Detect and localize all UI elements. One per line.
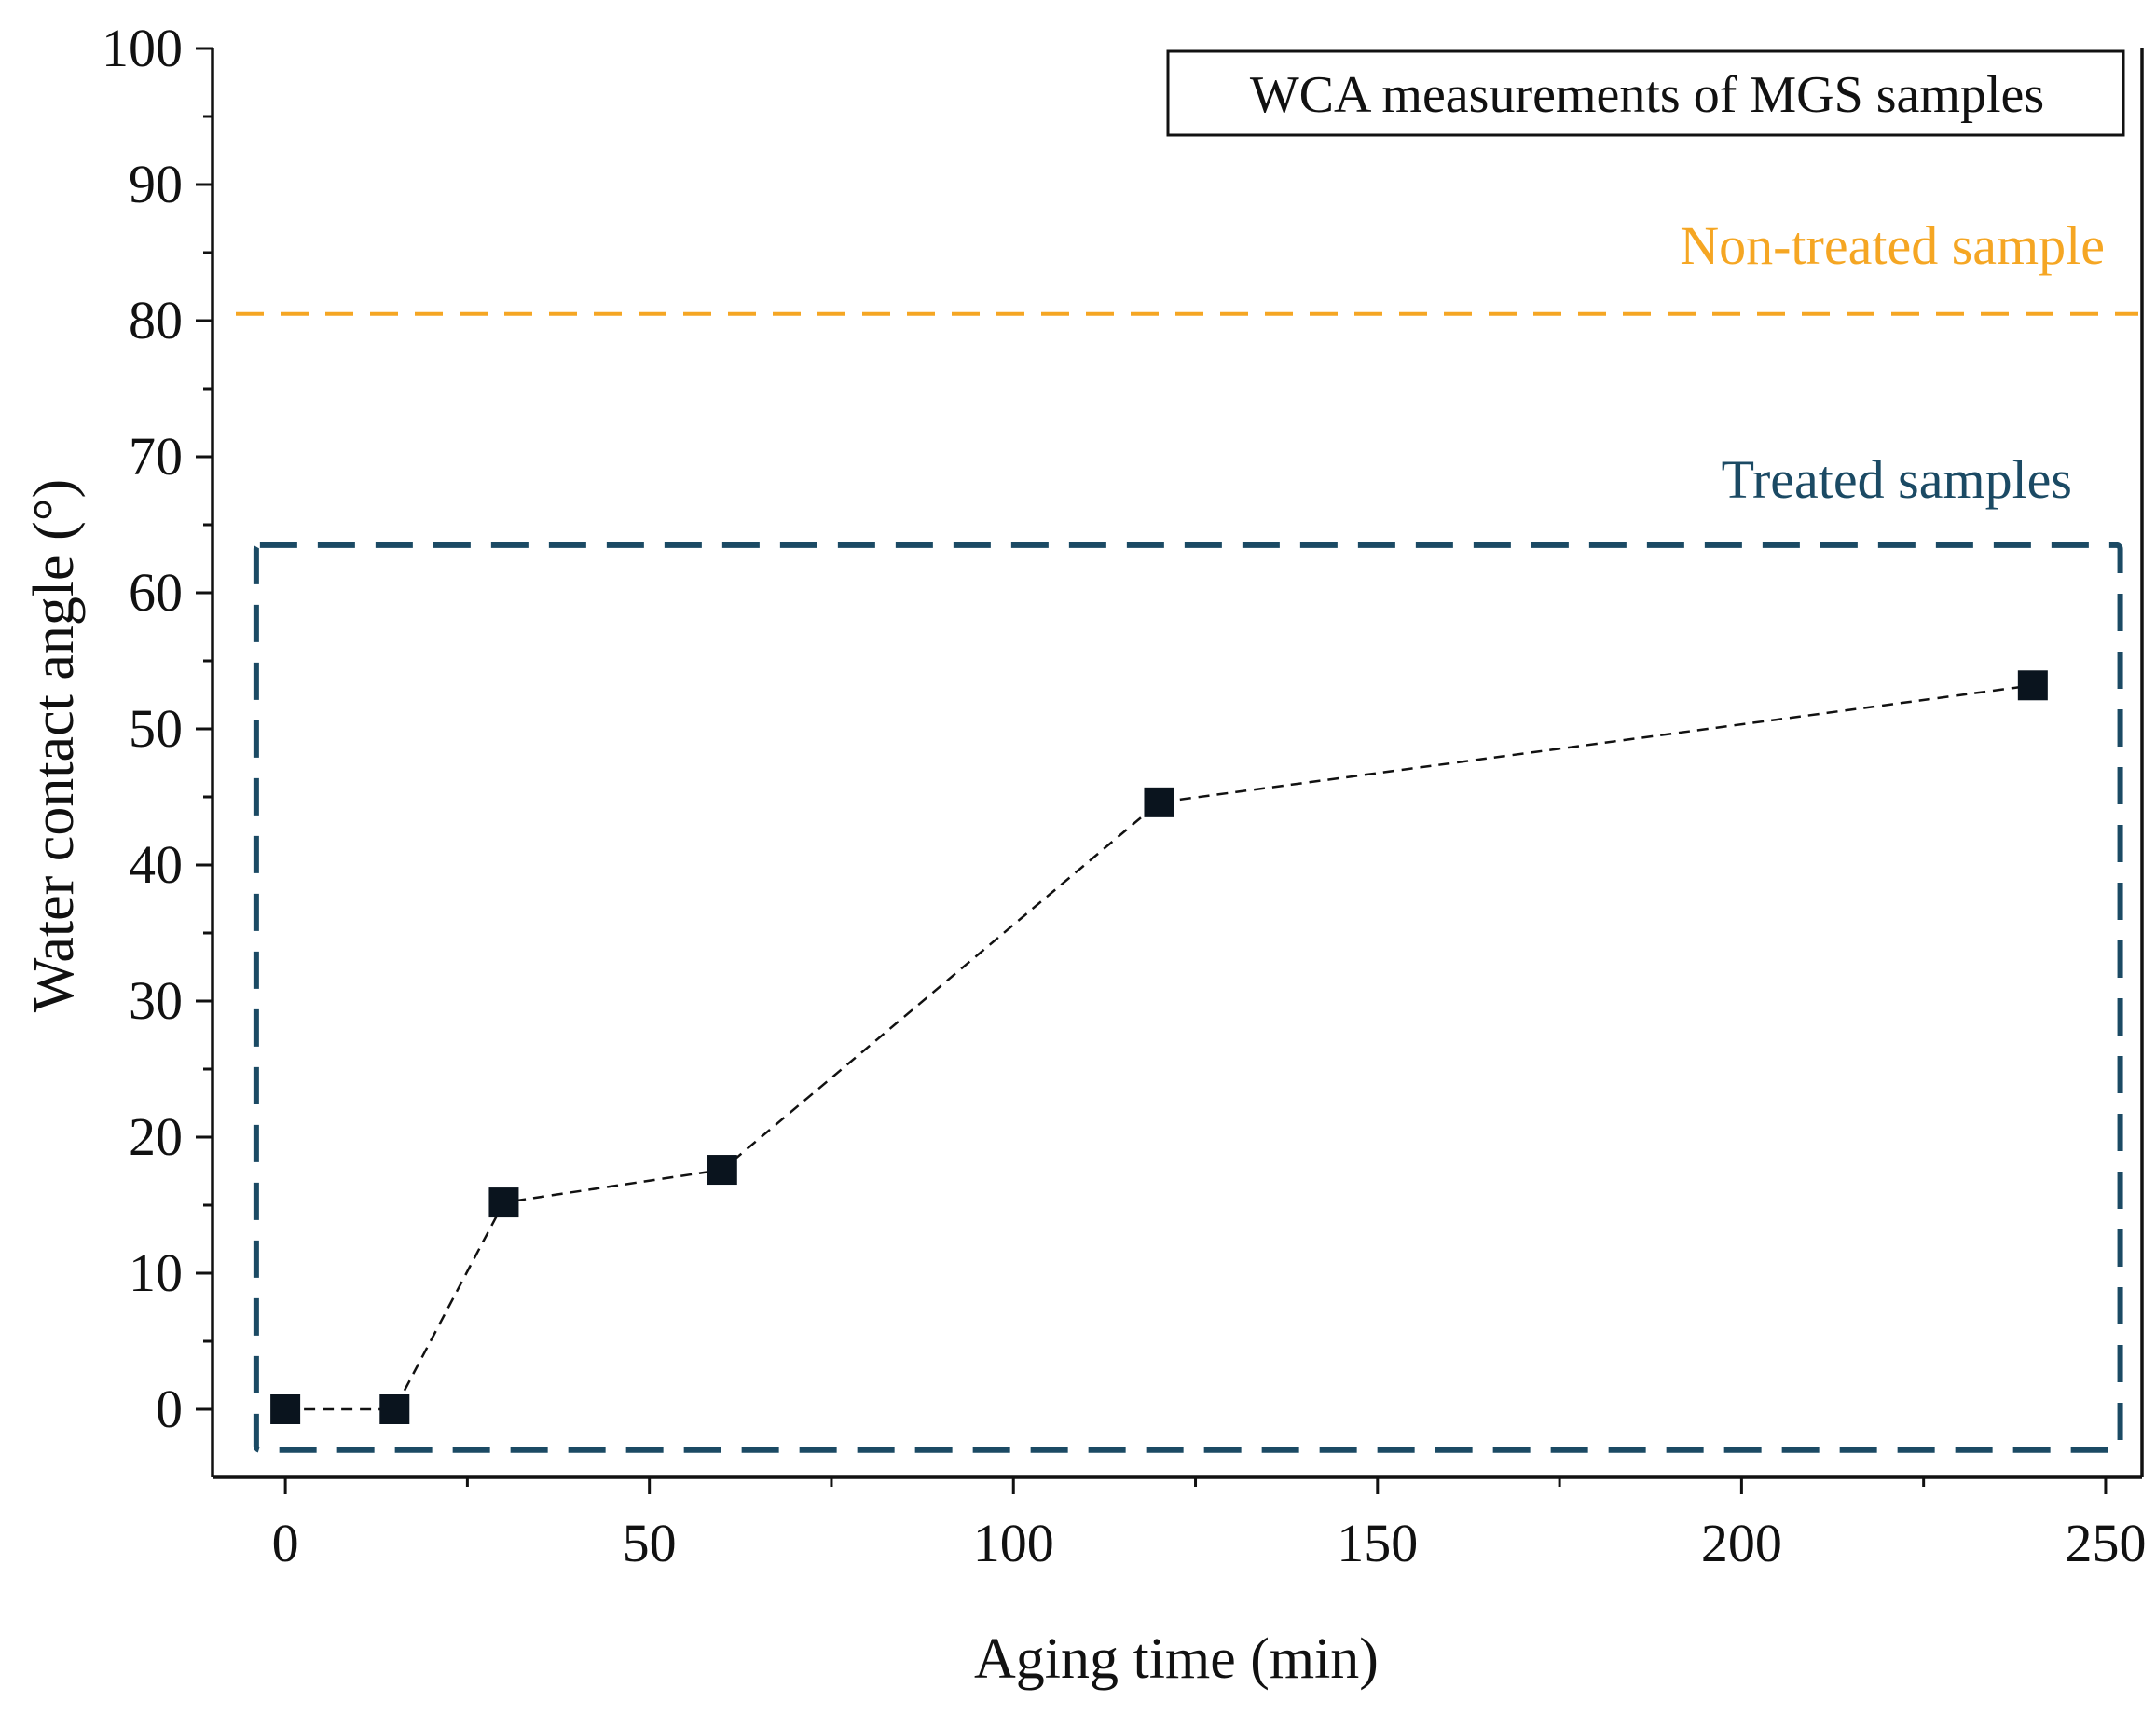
y-tick-label: 40: [129, 834, 183, 895]
x-tick-label: 0: [272, 1513, 299, 1573]
legend-border: [1166, 49, 2125, 137]
y-axis-label: Water contact angle (°): [22, 479, 86, 1012]
x-tick-label: 50: [623, 1513, 677, 1573]
y-tick-label: 10: [129, 1242, 183, 1303]
plot-frame: [211, 48, 2144, 1479]
y-tick-label: 20: [129, 1106, 183, 1167]
x-tick-label: 250: [2065, 1513, 2146, 1573]
chart-title: WCA measurements of MGS samples: [1250, 66, 2044, 124]
legend-box: WCA measurements of MGS samples: [1166, 49, 2125, 137]
y-tick-label: 50: [129, 698, 183, 759]
x-tick-label: 200: [1701, 1513, 1782, 1573]
data-point: [2017, 670, 2048, 701]
x-axis-ticks: 0 50 100 150 200 250: [272, 1477, 2146, 1573]
y-tick-label: 0: [156, 1379, 183, 1439]
data-point: [379, 1394, 410, 1424]
series-line: [285, 684, 2033, 1411]
y-tick-label: 70: [129, 426, 183, 487]
y-tick-label: 100: [102, 18, 183, 78]
data-point: [1144, 787, 1174, 817]
data-point: [488, 1187, 519, 1218]
treated-samples-region: [253, 542, 2123, 1453]
x-tick-label: 100: [973, 1513, 1054, 1573]
y-tick-label: 90: [129, 154, 183, 214]
annotations: [236, 311, 2138, 1453]
data-point: [270, 1394, 301, 1424]
treated-region-label: Treated samples: [1722, 449, 2072, 510]
x-axis-label: Aging time (min): [974, 1627, 1379, 1691]
non-treated-label: Non-treated sample: [1680, 215, 2105, 276]
y-tick-label: 30: [129, 970, 183, 1031]
data-series: [270, 670, 2048, 1424]
data-point: [707, 1155, 737, 1186]
x-tick-label: 150: [1337, 1513, 1418, 1573]
y-axis-ticks: 0 10 20 30 40 50 60 70 80 90 100: [102, 18, 213, 1439]
y-tick-label: 60: [129, 562, 183, 623]
y-tick-label: 80: [129, 290, 183, 350]
